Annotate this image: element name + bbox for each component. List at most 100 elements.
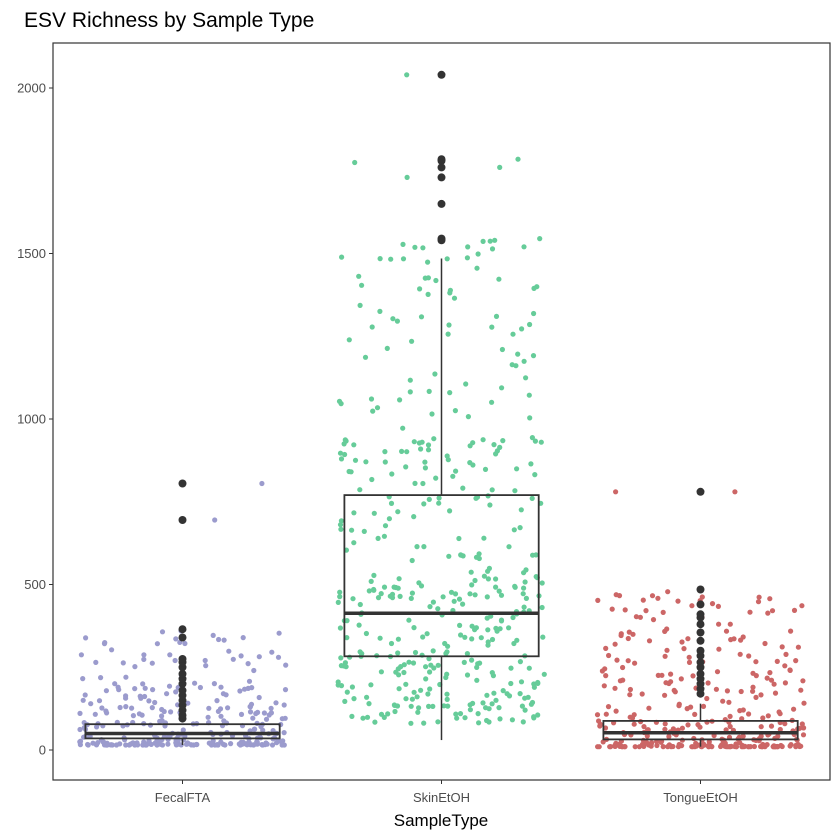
data-point-fecalfta <box>92 711 98 717</box>
x-tick-label: FecalFTA <box>155 790 211 805</box>
data-point-tongueetoh <box>709 744 715 750</box>
data-point-skinetoh <box>424 631 430 637</box>
data-point-skinetoh <box>408 720 414 726</box>
data-point-tongueetoh <box>747 744 754 750</box>
data-point-tongueetoh <box>625 635 631 642</box>
data-point-skinetoh <box>472 577 478 584</box>
data-point-skinetoh <box>369 324 375 330</box>
data-point-fecalfta <box>273 700 279 706</box>
data-point-fecalfta <box>250 715 256 721</box>
data-point-skinetoh <box>493 625 499 631</box>
data-point-skinetoh <box>337 522 344 528</box>
data-point-skinetoh <box>454 715 460 721</box>
data-point-tongueetoh <box>740 733 746 739</box>
outlier-point <box>696 628 705 637</box>
data-point-fecalfta <box>112 681 118 687</box>
data-point-tongueetoh <box>750 670 756 676</box>
data-point-tongueetoh <box>679 725 686 731</box>
data-point-skinetoh <box>472 592 478 598</box>
data-point-tongueetoh <box>713 686 720 692</box>
data-point-skinetoh <box>517 659 524 665</box>
data-point-tongueetoh <box>654 742 660 749</box>
data-point-tongueetoh <box>685 722 691 728</box>
data-point-tongueetoh <box>655 595 661 601</box>
data-point-tongueetoh <box>595 597 601 604</box>
data-point-tongueetoh <box>801 700 807 706</box>
data-point-skinetoh <box>430 599 436 605</box>
data-point-skinetoh <box>529 435 536 441</box>
data-point-tongueetoh <box>765 610 771 616</box>
data-point-skinetoh <box>362 354 369 360</box>
data-point-skinetoh <box>453 468 459 474</box>
data-point-skinetoh <box>351 540 357 546</box>
data-point-tongueetoh <box>772 690 779 696</box>
data-point-fecalfta <box>253 711 259 717</box>
data-point-skinetoh <box>528 461 534 467</box>
box-iqr <box>602 720 799 741</box>
data-point-skinetoh <box>485 639 491 645</box>
data-point-skinetoh <box>399 448 405 454</box>
data-point-skinetoh <box>487 502 493 508</box>
data-point-fecalfta <box>166 683 173 689</box>
data-point-tongueetoh <box>798 687 804 693</box>
data-point-skinetoh <box>403 696 409 702</box>
data-point-tongueetoh <box>800 678 806 684</box>
data-point-skinetoh <box>335 682 341 688</box>
data-point-skinetoh <box>529 699 536 706</box>
data-point-skinetoh <box>414 694 420 700</box>
data-point-fecalfta <box>193 741 199 748</box>
data-point-fecalfta <box>192 680 198 686</box>
data-point-fecalfta <box>104 742 110 748</box>
data-point-fecalfta <box>211 681 217 687</box>
data-point-skinetoh <box>400 241 406 247</box>
data-point-tongueetoh <box>662 721 668 727</box>
data-point-tongueetoh <box>716 621 722 627</box>
data-point-tongueetoh <box>691 735 697 742</box>
data-point-skinetoh <box>492 237 498 243</box>
data-point-tongueetoh <box>675 744 682 750</box>
outlier-point <box>437 173 446 182</box>
data-point-skinetoh <box>445 643 451 649</box>
data-point-tongueetoh <box>791 706 797 712</box>
data-point-skinetoh <box>469 582 475 588</box>
data-point-skinetoh <box>523 375 529 381</box>
data-point-skinetoh <box>430 703 436 710</box>
data-point-tongueetoh <box>746 653 752 659</box>
data-point-skinetoh <box>412 649 419 656</box>
data-point-skinetoh <box>518 507 524 513</box>
data-point-tongueetoh <box>662 653 668 659</box>
data-point-skinetoh <box>539 604 545 611</box>
data-point-fecalfta <box>154 641 160 647</box>
data-point-skinetoh <box>491 442 497 448</box>
data-point-skinetoh <box>351 510 357 516</box>
data-point-skinetoh <box>441 703 447 709</box>
data-point-fecalfta <box>129 740 135 746</box>
data-point-tongueetoh <box>666 733 672 740</box>
data-point-skinetoh <box>540 634 546 640</box>
data-point-skinetoh <box>352 457 359 463</box>
data-point-skinetoh <box>450 473 456 479</box>
data-point-skinetoh <box>467 707 473 713</box>
data-point-fecalfta <box>168 709 174 715</box>
data-point-tongueetoh <box>639 691 645 697</box>
data-point-fecalfta <box>146 698 152 704</box>
data-point-fecalfta <box>123 674 129 680</box>
data-point-tongueetoh <box>779 743 785 750</box>
data-point-skinetoh <box>396 686 402 692</box>
data-point-skinetoh <box>470 700 476 707</box>
data-point-fecalfta <box>94 724 100 730</box>
data-point-tongueetoh <box>795 742 802 748</box>
data-point-skinetoh <box>403 464 409 470</box>
data-point-tongueetoh <box>603 645 609 652</box>
data-point-skinetoh <box>491 690 497 696</box>
data-point-fecalfta <box>83 635 89 641</box>
data-point-skinetoh <box>335 599 341 606</box>
data-point-tongueetoh <box>631 721 637 727</box>
data-point-skinetoh <box>349 684 355 690</box>
data-point-skinetoh <box>411 625 417 631</box>
outlier-point <box>178 516 187 524</box>
data-point-skinetoh <box>412 244 418 250</box>
data-point-fecalfta <box>173 636 179 642</box>
data-point-skinetoh <box>521 585 527 591</box>
data-point-fecalfta <box>132 664 138 670</box>
